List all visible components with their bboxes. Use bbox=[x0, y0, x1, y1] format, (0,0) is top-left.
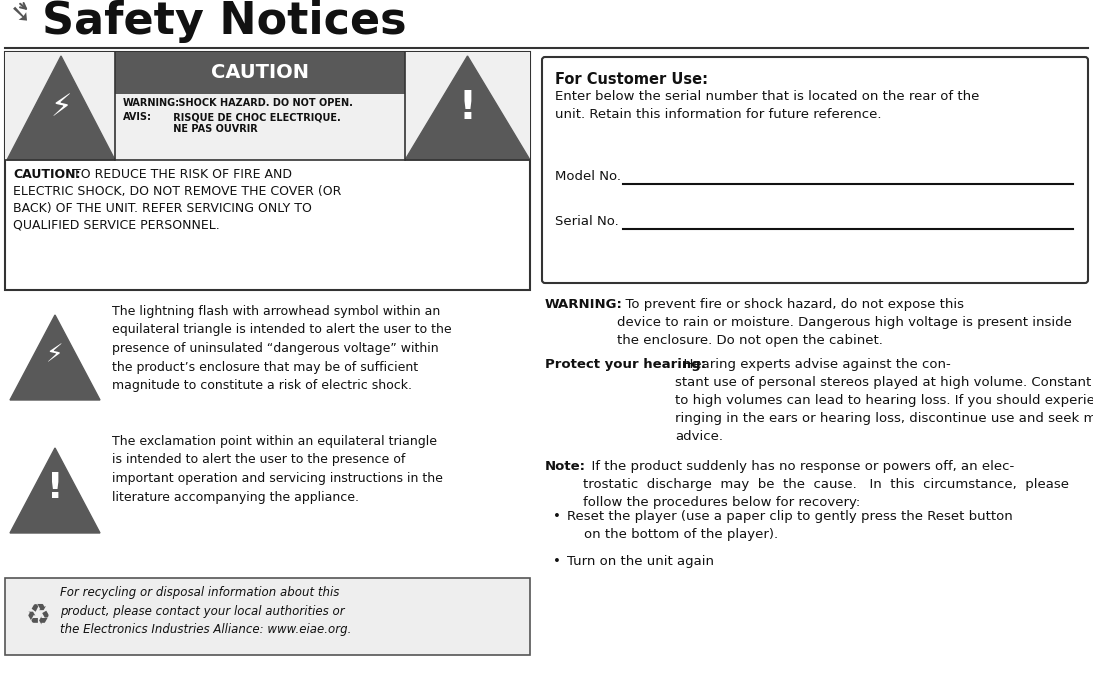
Text: Safety Notices: Safety Notices bbox=[42, 0, 407, 43]
FancyBboxPatch shape bbox=[542, 57, 1088, 283]
Text: NE PAS OUVRIR: NE PAS OUVRIR bbox=[153, 124, 258, 134]
Text: ⚡: ⚡ bbox=[50, 94, 72, 123]
Bar bbox=[5, 52, 530, 290]
Text: To prevent fire or shock hazard, do not expose this
device to rain or moisture. : To prevent fire or shock hazard, do not … bbox=[618, 298, 1072, 347]
Text: WARNING:: WARNING: bbox=[545, 298, 623, 311]
Text: Enter below the serial number that is located on the rear of the
unit. Retain th: Enter below the serial number that is lo… bbox=[555, 90, 979, 121]
Text: CAUTION:: CAUTION: bbox=[13, 168, 81, 181]
Text: Model No.: Model No. bbox=[555, 170, 621, 183]
Text: ELECTRIC SHOCK, DO NOT REMOVE THE COVER (OR: ELECTRIC SHOCK, DO NOT REMOVE THE COVER … bbox=[13, 185, 341, 198]
Text: !: ! bbox=[47, 471, 63, 505]
Text: For Customer Use:: For Customer Use: bbox=[555, 72, 708, 87]
Text: Hearing experts advise against the con-
stant use of personal stereos played at : Hearing experts advise against the con- … bbox=[675, 358, 1093, 443]
Text: ⚡: ⚡ bbox=[46, 343, 63, 367]
Text: RISQUE DE CHOC ELECTRIQUE.: RISQUE DE CHOC ELECTRIQUE. bbox=[153, 112, 341, 122]
Polygon shape bbox=[10, 315, 99, 400]
Text: WARNING:: WARNING: bbox=[124, 98, 180, 108]
Text: Reset the player (use a paper clip to gently press the Reset button
    on the b: Reset the player (use a paper clip to ge… bbox=[567, 510, 1013, 541]
Text: For recycling or disposal information about this
product, please contact your lo: For recycling or disposal information ab… bbox=[60, 586, 351, 636]
Text: !: ! bbox=[459, 89, 477, 127]
Text: BACK) OF THE UNIT. REFER SERVICING ONLY TO: BACK) OF THE UNIT. REFER SERVICING ONLY … bbox=[13, 202, 312, 215]
Polygon shape bbox=[7, 56, 115, 160]
Text: The lightning flash with arrowhead symbol within an
equilateral triangle is inte: The lightning flash with arrowhead symbo… bbox=[111, 305, 451, 392]
Text: CAUTION: CAUTION bbox=[211, 63, 309, 83]
Text: Turn on the unit again: Turn on the unit again bbox=[567, 555, 714, 568]
Text: •: • bbox=[553, 555, 561, 568]
Polygon shape bbox=[10, 448, 99, 533]
Text: Protect your hearing:: Protect your hearing: bbox=[545, 358, 706, 371]
Bar bbox=[115, 52, 406, 94]
Text: TO REDUCE THE RISK OF FIRE AND: TO REDUCE THE RISK OF FIRE AND bbox=[64, 168, 292, 181]
Text: The exclamation point within an equilateral triangle
is intended to alert the us: The exclamation point within an equilate… bbox=[111, 435, 443, 504]
Text: QUALIFIED SERVICE PERSONNEL.: QUALIFIED SERVICE PERSONNEL. bbox=[13, 219, 220, 232]
Text: Serial No.: Serial No. bbox=[555, 215, 619, 228]
Text: Note:: Note: bbox=[545, 460, 586, 473]
Text: If the product suddenly has no response or powers off, an elec-
trostatic  disch: If the product suddenly has no response … bbox=[583, 460, 1069, 509]
Bar bbox=[5, 578, 530, 655]
Text: ♻: ♻ bbox=[25, 602, 50, 630]
Bar bbox=[5, 52, 530, 160]
Text: ➘: ➘ bbox=[10, 2, 31, 26]
Text: •: • bbox=[553, 510, 561, 523]
Polygon shape bbox=[406, 56, 530, 160]
Text: AVIS:: AVIS: bbox=[124, 112, 152, 122]
Text: SHOCK HAZARD. DO NOT OPEN.: SHOCK HAZARD. DO NOT OPEN. bbox=[175, 98, 353, 108]
